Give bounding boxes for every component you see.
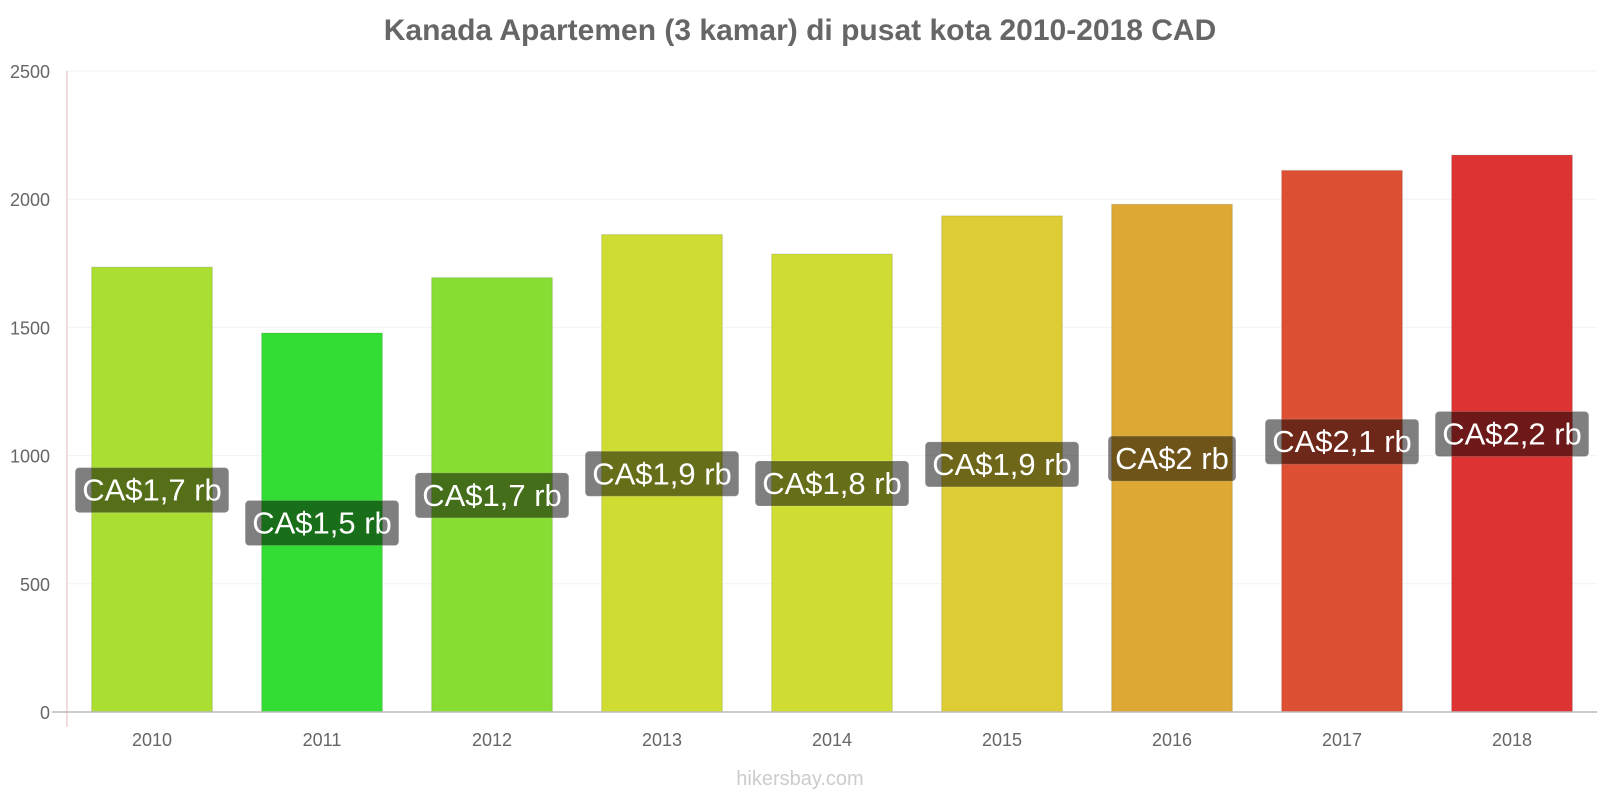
data-label-text: CA$1,5 rb: [252, 506, 392, 541]
data-label: CA$1,9 rb: [584, 450, 740, 497]
y-tick-label: 1000: [10, 447, 50, 467]
data-label-text: CA$1,7 rb: [82, 473, 222, 508]
data-label-text: CA$2 rb: [1115, 441, 1229, 476]
data-label: CA$1,8 rb: [754, 460, 910, 507]
y-tick-label: 2500: [10, 62, 50, 82]
data-label-text: CA$2,2 rb: [1442, 417, 1582, 452]
x-tick-label: 2013: [642, 730, 682, 750]
x-tick-label: 2010: [132, 730, 172, 750]
x-tick-label: 2016: [1152, 730, 1192, 750]
data-label-text: CA$1,9 rb: [592, 456, 732, 491]
data-label-box: [584, 450, 740, 497]
data-label-box: [754, 460, 910, 507]
x-tick-label: 2017: [1322, 730, 1362, 750]
data-label: CA$1,7 rb: [74, 467, 230, 514]
data-label-box: [74, 467, 230, 514]
data-label-box: [1264, 418, 1420, 465]
data-labels: CA$1,7 rb CA$1,5 rb CA$1,7 rb CA$1,9 rb CA$1…: [74, 411, 1590, 547]
chart-title: Kanada Apartemen (3 kamar) di pusat kota…: [383, 14, 1217, 47]
data-label-box: [1107, 435, 1237, 482]
data-label-box: [244, 500, 400, 547]
data-label: CA$2,1 rb: [1264, 418, 1420, 465]
data-label-box: [924, 441, 1080, 488]
x-tick-label: 2014: [812, 730, 852, 750]
data-label-text: CA$1,9 rb: [932, 447, 1072, 482]
data-label: CA$1,7 rb: [414, 472, 570, 519]
x-tick-label: 2015: [982, 730, 1022, 750]
y-tick-label: 500: [20, 575, 50, 595]
data-label: CA$1,5 rb: [244, 500, 400, 547]
data-label-text: CA$1,8 rb: [762, 466, 902, 501]
data-label-text: CA$1,7 rb: [422, 478, 562, 513]
data-label: CA$2,2 rb: [1434, 411, 1590, 458]
x-tick-label: 2011: [303, 730, 342, 750]
x-tick-label: 2012: [472, 730, 512, 750]
data-label-box: [414, 472, 570, 519]
y-tick-label: 1500: [10, 318, 50, 338]
data-label: CA$1,9 rb: [924, 441, 1080, 488]
y-tick-label: 0: [40, 703, 50, 723]
watermark: hikersbay.com: [736, 768, 864, 790]
x-tick-label: 2018: [1492, 730, 1532, 750]
data-label-text: CA$2,1 rb: [1272, 424, 1412, 459]
axes: 0 500 1000 1500 2000 2500 2010 2011 2012 2013 2014…: [10, 62, 1597, 750]
y-tick-label: 2000: [10, 190, 50, 210]
data-label-box: [1434, 411, 1590, 458]
data-label: CA$2 rb: [1107, 435, 1237, 482]
